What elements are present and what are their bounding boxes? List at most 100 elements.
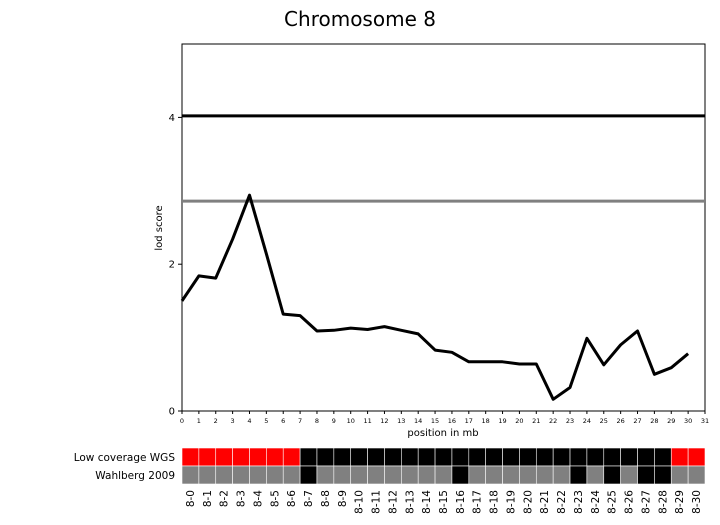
x-tick-label: 12 <box>380 417 388 425</box>
y-tick-label: 4 <box>169 113 175 124</box>
track-cell <box>198 447 217 467</box>
marker-label: 8-26 <box>624 490 636 514</box>
track-cell <box>434 465 453 485</box>
track-cell <box>350 465 368 485</box>
x-tick-label: 28 <box>650 417 658 425</box>
x-tick-label: 16 <box>448 417 456 425</box>
chart-title: Chromosome 8 <box>284 7 436 31</box>
track-cell <box>299 447 318 467</box>
track-cell <box>198 465 217 485</box>
x-tick-label: 27 <box>633 417 641 425</box>
x-tick-label: 6 <box>281 417 285 425</box>
marker-label: 8-28 <box>657 490 669 514</box>
marker-label: 8-20 <box>522 490 534 514</box>
track-cell <box>687 465 706 485</box>
x-tick-label: 0 <box>180 417 184 425</box>
track-cell <box>215 447 233 467</box>
x-tick-label: 23 <box>566 417 574 425</box>
marker-label: 8-13 <box>404 490 416 514</box>
track-cell <box>637 465 655 485</box>
x-tick-label: 1 <box>197 417 201 425</box>
x-tick-label: 13 <box>397 417 405 425</box>
track-cell <box>384 465 402 485</box>
x-tick-label: 24 <box>583 417 591 425</box>
marker-label: 8-7 <box>303 490 315 507</box>
track-cell <box>350 447 368 467</box>
track-label: Low coverage WGS <box>74 452 176 464</box>
marker-label: 8-1 <box>202 490 214 507</box>
marker-label: 8-14 <box>421 490 433 514</box>
track-cell <box>215 465 233 485</box>
track-cell <box>333 447 352 467</box>
track-cell <box>468 465 486 485</box>
y-axis-label: lod score <box>154 205 165 250</box>
x-tick-label: 8 <box>315 417 319 425</box>
y-tick-label: 2 <box>169 260 175 271</box>
x-axis: 0 1 2 3 4 5 6 7 8 9 10 11 12 13 14 15 16 17 18 19 20 21 22 23 24… <box>180 411 709 425</box>
track-cell <box>232 447 250 467</box>
track-cell <box>502 465 520 485</box>
y-axis: 0 2 4 <box>169 113 182 418</box>
track-cell <box>451 465 470 485</box>
marker-label: 8-5 <box>269 490 281 507</box>
marker-label: 8-23 <box>573 490 585 514</box>
x-tick-label: 11 <box>363 417 371 425</box>
track-cell <box>586 447 605 467</box>
plot-frame <box>181 43 706 412</box>
track-cell <box>434 447 453 467</box>
track-cell <box>232 465 250 485</box>
track-cell <box>519 447 537 467</box>
marker-label: 8-18 <box>489 490 501 514</box>
track-cell <box>316 465 335 485</box>
x-tick-label: 29 <box>667 417 675 425</box>
track-cell <box>316 447 335 467</box>
track-cell <box>249 447 267 467</box>
x-tick-label: 10 <box>347 417 355 425</box>
track-cell <box>333 465 352 485</box>
marker-label: 8-6 <box>286 490 298 507</box>
x-tick-label: 17 <box>465 417 473 425</box>
track-cell <box>654 447 672 467</box>
marker-label: 8-29 <box>674 490 686 514</box>
x-tick-label: 21 <box>532 417 540 425</box>
x-tick-label: 3 <box>231 417 235 425</box>
track-cell <box>401 447 419 467</box>
track-cell <box>485 465 503 485</box>
track-cell <box>299 465 318 485</box>
plot-area <box>181 43 706 412</box>
x-tick-label: 2 <box>214 417 218 425</box>
x-tick-label: 4 <box>247 417 251 425</box>
track-cell <box>367 447 385 467</box>
x-tick-label: 9 <box>332 417 336 425</box>
x-tick-label: 19 <box>498 417 506 425</box>
marker-labels: 8-0 8-1 8-2 8-3 8-4 8-5 8-6 8-7 8-8 8-9 8-10 8-11 8-… <box>185 490 703 514</box>
x-tick-label: 15 <box>431 417 439 425</box>
track-cell <box>249 465 267 485</box>
track-cell <box>586 465 605 485</box>
track-cell <box>181 465 200 485</box>
x-tick-label: 20 <box>515 417 523 425</box>
marker-label: 8-16 <box>455 490 467 514</box>
marker-label: 8-9 <box>337 490 349 507</box>
track-cell <box>670 465 689 485</box>
track-cell <box>603 465 621 485</box>
x-tick-label: 30 <box>684 417 692 425</box>
track-cell <box>367 465 385 485</box>
track-cell <box>266 465 284 485</box>
x-tick-label: 18 <box>482 417 490 425</box>
marker-tracks <box>181 447 706 485</box>
track-cell <box>535 465 554 485</box>
threshold-lines <box>182 114 705 203</box>
marker-label: 8-30 <box>691 490 703 514</box>
lod-series <box>180 193 690 401</box>
marker-label: 8-17 <box>472 490 484 514</box>
marker-label: 8-2 <box>219 490 231 507</box>
track-cell <box>654 465 672 485</box>
x-tick-label: 7 <box>298 417 302 425</box>
marker-label: 8-12 <box>387 490 399 514</box>
track-cell <box>485 447 503 467</box>
marker-label: 8-15 <box>438 490 450 514</box>
track-cell <box>620 447 638 467</box>
x-tick-label: 22 <box>549 417 557 425</box>
marker-label: 8-22 <box>556 490 568 514</box>
